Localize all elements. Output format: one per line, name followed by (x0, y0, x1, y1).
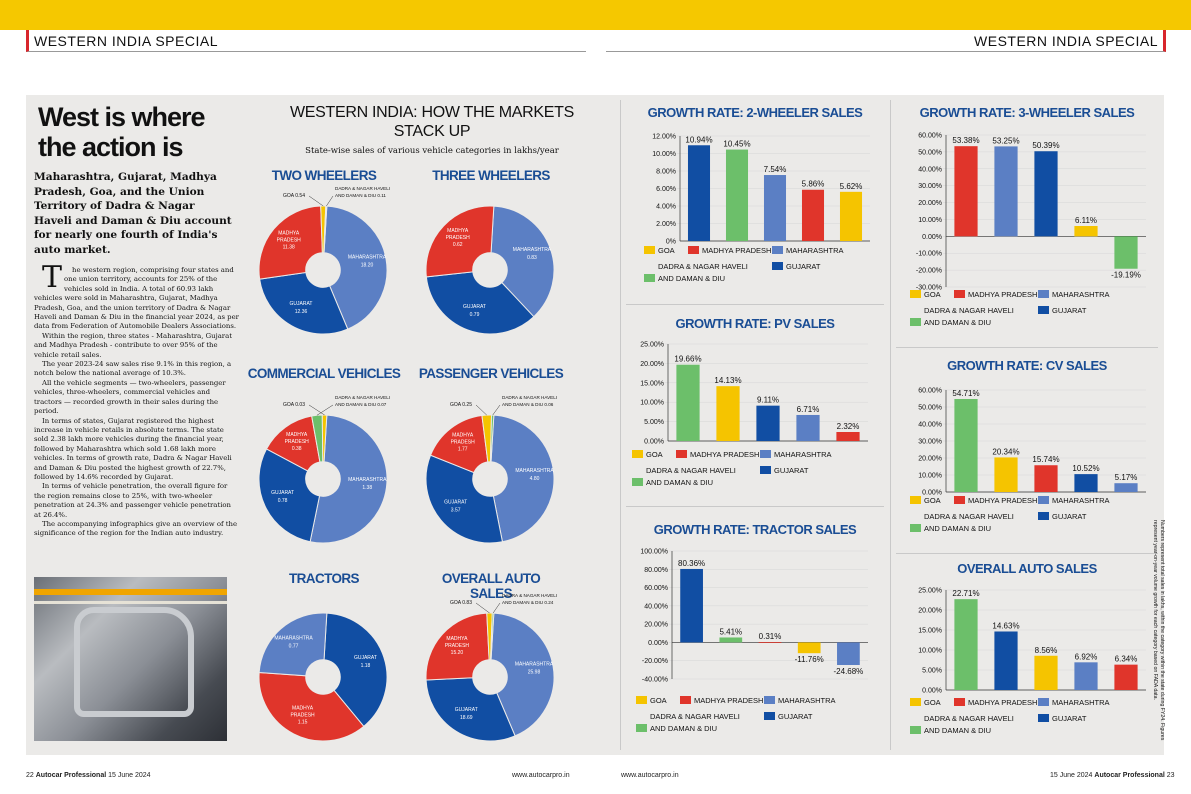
side-note: Numbers represent total sales in lakhs, … (1152, 520, 1166, 741)
article-body: The western region, comprising four stat… (34, 260, 240, 539)
footer-left: 22 Autocar Professional 15 June 2024 (26, 772, 151, 779)
car-body-shell (74, 607, 194, 717)
article-paragraph: The accompanying infographics give an ov… (34, 519, 238, 538)
article-paragraph: The year 2023-24 saw sales rise 9.1% in … (34, 360, 232, 378)
section-header-right: WESTERN INDIA SPECIAL (606, 30, 1166, 52)
column-divider (890, 100, 891, 750)
section-header-left: WESTERN INDIA SPECIAL (26, 30, 586, 52)
footer-date: 15 June 2024 (108, 772, 151, 779)
photo-rail (34, 601, 227, 604)
top-yellow-band (0, 0, 1191, 30)
column-divider (620, 100, 621, 750)
bar-chart-title: OVERALL AUTO SALES (957, 561, 1097, 576)
row-divider (896, 553, 1158, 554)
article-paragraph: In terms of vehicle penetration, the ove… (34, 482, 231, 519)
pie-title: THREE WHEELERS (432, 168, 550, 183)
infographic-title: WESTERN INDIA: HOW THE MARKETS STACK UP (289, 104, 575, 140)
bar-chart-title: GROWTH RATE: TRACTOR SALES (653, 522, 857, 537)
pie-title: COMMERCIAL VEHICLES (247, 366, 401, 381)
row-divider (896, 347, 1158, 348)
article-paragraph: In terms of states, Gujarat registered t… (34, 416, 232, 481)
infographic-subtitle: State-wise sales of various vehicle cate… (305, 146, 559, 156)
article-paragraph: All the vehicle segments — two-wheelers,… (34, 378, 226, 416)
footer-brand: Autocar Professional (35, 772, 107, 779)
article-lead: Maharashtra, Gujarat, Madhya Pradesh, Go… (34, 171, 232, 256)
footer-url[interactable]: www.autocarpro.in (512, 772, 570, 779)
pie-title: PASSENGER VEHICLES (418, 366, 564, 381)
bar-chart-title: GROWTH RATE: PV SALES (675, 316, 835, 331)
footer-url[interactable]: www.autocarpro.in (621, 772, 679, 779)
article-paragraph: The western region, comprising four stat… (34, 260, 239, 331)
pie-title: TWO WHEELERS (271, 168, 377, 183)
row-divider (626, 304, 884, 305)
footer-brand: Autocar Professional (1094, 772, 1165, 779)
car-factory-photo (34, 577, 227, 741)
bar-chart-title: GROWTH RATE: 3-WHEELER SALES (919, 105, 1135, 120)
article-paragraph: Within the region, three states - Mahara… (34, 331, 232, 359)
pie-title: TRACTORS (289, 571, 360, 586)
pie-title: OVERALL AUTO SALES (441, 571, 541, 601)
bar-chart-title: GROWTH RATE: 2-WHEELER SALES (647, 105, 863, 120)
footer-page-number: 22 (26, 772, 34, 779)
photo-rail (34, 589, 227, 595)
footer-date: 15 June 2024 (1050, 772, 1093, 779)
row-divider (626, 506, 884, 507)
footer-page-number: 23 (1166, 772, 1175, 779)
footer-right: 15 June 2024 Autocar Professional 23 (1050, 772, 1175, 779)
article-title: West is where the action is (38, 102, 206, 162)
bar-chart-title: GROWTH RATE: CV SALES (947, 358, 1107, 373)
